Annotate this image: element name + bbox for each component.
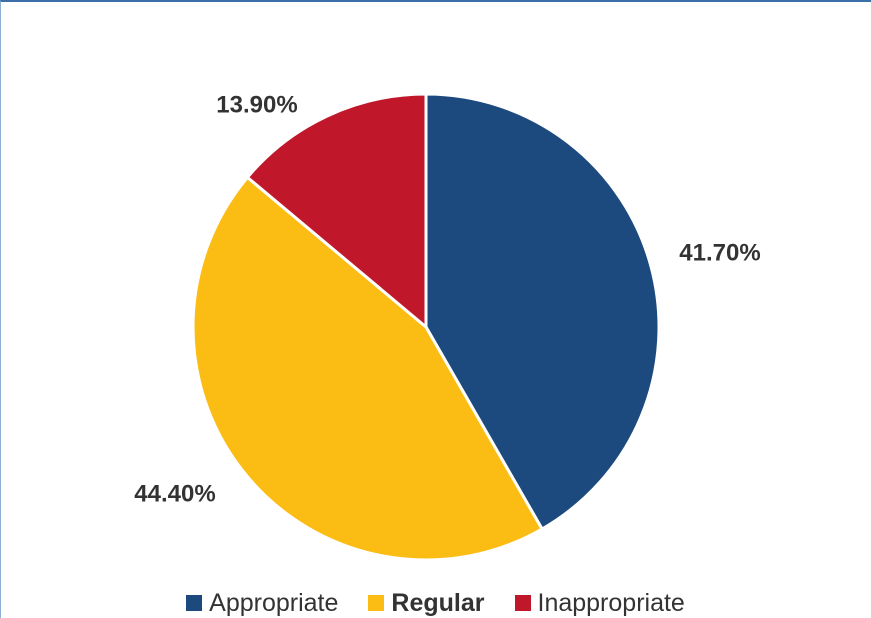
legend-label-appropriate: Appropriate: [209, 588, 339, 617]
legend-swatch-regular: [368, 595, 385, 611]
pie-label-appropriate: 41.70%: [679, 239, 760, 266]
legend-swatch-inappropriate: [514, 595, 531, 611]
legend-swatch-appropriate: [186, 595, 203, 611]
pie-slices: [191, 92, 661, 562]
legend-label-regular: Regular: [391, 588, 485, 617]
pie-labels: 41.70% 44.40% 13.90%: [134, 91, 760, 507]
legend-label-inappropriate: Inappropriate: [537, 588, 685, 617]
legend-item-inappropriate: Inappropriate: [514, 588, 685, 618]
pie-slice-regular: [191, 175, 544, 562]
pie-label-inappropriate: 13.90%: [216, 91, 297, 118]
legend-item-regular: Regular: [368, 588, 485, 618]
pie-slice-inappropriate: [245, 92, 428, 329]
legend: Appropriate Regular Inappropriate: [0, 588, 871, 618]
pie-label-regular: 44.40%: [134, 480, 215, 507]
pie-slice-appropriate: [424, 92, 661, 531]
legend-item-appropriate: Appropriate: [186, 589, 338, 618]
